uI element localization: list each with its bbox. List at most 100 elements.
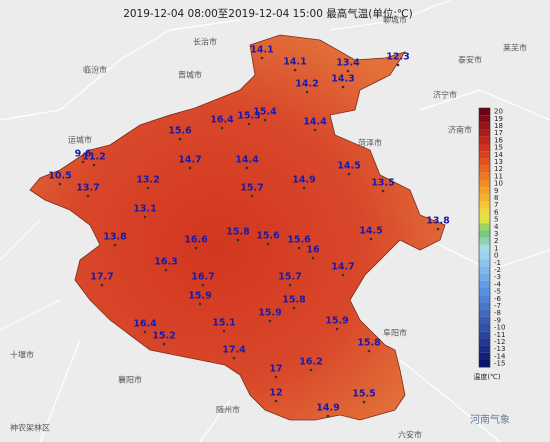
- station-dot: [100, 283, 104, 287]
- place-label: 济南市: [448, 125, 472, 135]
- station-dot: [369, 237, 373, 241]
- colorbar-tick-label: 14: [494, 151, 503, 159]
- station-dot: [260, 56, 264, 60]
- colorbar-tick-label: 7: [494, 201, 498, 209]
- colorbar-tick-label: 4: [494, 223, 499, 231]
- station-temp: 17.4: [222, 345, 246, 356]
- station-temp: 15.6: [168, 126, 192, 137]
- place-label: 菏泽市: [358, 138, 382, 148]
- colorbar-tick-label: 5: [494, 216, 498, 224]
- station-temp: 16.7: [191, 272, 214, 283]
- colorbar-tick-label: 15: [494, 144, 503, 152]
- station-dot: [367, 349, 371, 353]
- station-dot: [293, 68, 297, 72]
- station-dot: [92, 163, 96, 167]
- colorbar-swatch: [479, 244, 490, 252]
- station-temp: 14.4: [235, 155, 259, 166]
- station-temp: 9.6: [75, 149, 92, 160]
- station-dot: [250, 194, 254, 198]
- station-dot: [309, 368, 313, 372]
- station-dot: [81, 160, 85, 164]
- colorbar-swatch: [479, 223, 490, 231]
- station-temp: 14.9: [316, 403, 339, 414]
- colorbar-swatch: [479, 331, 490, 339]
- station-temp: 15.8: [357, 338, 381, 349]
- colorbar-swatch: [479, 288, 490, 296]
- station-dot: [297, 246, 301, 250]
- station-dot: [58, 182, 62, 186]
- colorbar-swatch: [479, 237, 490, 245]
- colorbar-swatch: [479, 309, 490, 317]
- station-dot: [164, 268, 168, 272]
- station-temp: 13.4: [336, 58, 360, 69]
- place-label: 运城市: [68, 135, 92, 145]
- colorbar-tick-label: 13: [494, 158, 503, 166]
- place-label: 济宁市: [433, 90, 457, 100]
- place-label: 十堰市: [10, 350, 34, 360]
- station-dot: [347, 172, 351, 176]
- colorbar-tick-label: 8: [494, 194, 498, 202]
- colorbar-swatch: [479, 338, 490, 346]
- station-temp: 15.7: [240, 183, 263, 194]
- colorbar-tick-label: 16: [494, 136, 503, 144]
- station-temp: 17.7: [90, 272, 113, 283]
- station-dot: [326, 414, 330, 418]
- station-dot: [113, 243, 117, 247]
- place-label: 莱芜市: [503, 43, 527, 53]
- station-temp: 15.3: [237, 111, 260, 122]
- station-temp: 10.5: [48, 171, 71, 182]
- station-dot: [266, 242, 270, 246]
- station-dot: [302, 186, 306, 190]
- colorbar-swatch: [479, 324, 490, 332]
- station-dot: [305, 90, 309, 94]
- henan-region: [29, 34, 446, 421]
- colorbar-swatch: [479, 144, 490, 152]
- colorbar-tick-label: 18: [494, 122, 503, 130]
- station-temp: 14.1: [283, 57, 306, 68]
- station-temp: 16.4: [210, 115, 234, 126]
- station-dot: [178, 137, 182, 141]
- station-temp: 11.2: [82, 152, 105, 163]
- station-dot: [396, 63, 400, 67]
- place-label: 长治市: [193, 37, 217, 47]
- colorbar-swatch: [479, 187, 490, 195]
- station-temp: 14.5: [359, 226, 382, 237]
- station-temp: 14.7: [331, 262, 354, 273]
- place-label: 神农架林区: [10, 423, 50, 433]
- station-temp: 15.2: [152, 331, 175, 342]
- colorbar-swatch: [479, 172, 490, 180]
- colorbar-tick-label: 19: [494, 115, 503, 123]
- colorbar-swatch: [479, 360, 490, 368]
- colorbar-swatch: [479, 194, 490, 202]
- station-dot: [311, 256, 315, 260]
- station-temp: 15.8: [226, 227, 250, 238]
- colorbar-tick-label: -5: [494, 288, 501, 296]
- station-temp: 14.4: [303, 117, 327, 128]
- colorbar-label: 温度(℃): [473, 372, 501, 381]
- colorbar-swatch: [479, 345, 490, 353]
- colorbar-tick-label: 3: [494, 230, 498, 238]
- colorbar-swatch: [479, 295, 490, 303]
- station-dot: [143, 215, 147, 219]
- colorbar-tick-label: -12: [494, 338, 505, 346]
- colorbar-tick-label: 20: [494, 108, 503, 116]
- colorbar-swatch: [479, 115, 490, 123]
- station-temp: 14.3: [331, 74, 354, 85]
- colorbar-tick-label: -14: [494, 352, 506, 360]
- colorbar-swatch: [479, 280, 490, 288]
- station-temp: 17: [269, 364, 282, 375]
- station-dot: [220, 126, 224, 130]
- station-dot: [292, 306, 296, 310]
- station-dot: [288, 283, 292, 287]
- station-dot: [362, 400, 366, 404]
- station-dot: [143, 330, 147, 334]
- station-dot: [247, 122, 251, 126]
- station-dot: [146, 186, 150, 190]
- station-dot: [194, 246, 198, 250]
- station-temp: 16.2: [299, 357, 322, 368]
- colorbar-swatch: [479, 180, 490, 188]
- station-dot: [222, 329, 226, 333]
- colorbar-swatch: [479, 201, 490, 209]
- station-temp: 15.7: [278, 272, 301, 283]
- colorbar-tick-label: -15: [494, 360, 505, 368]
